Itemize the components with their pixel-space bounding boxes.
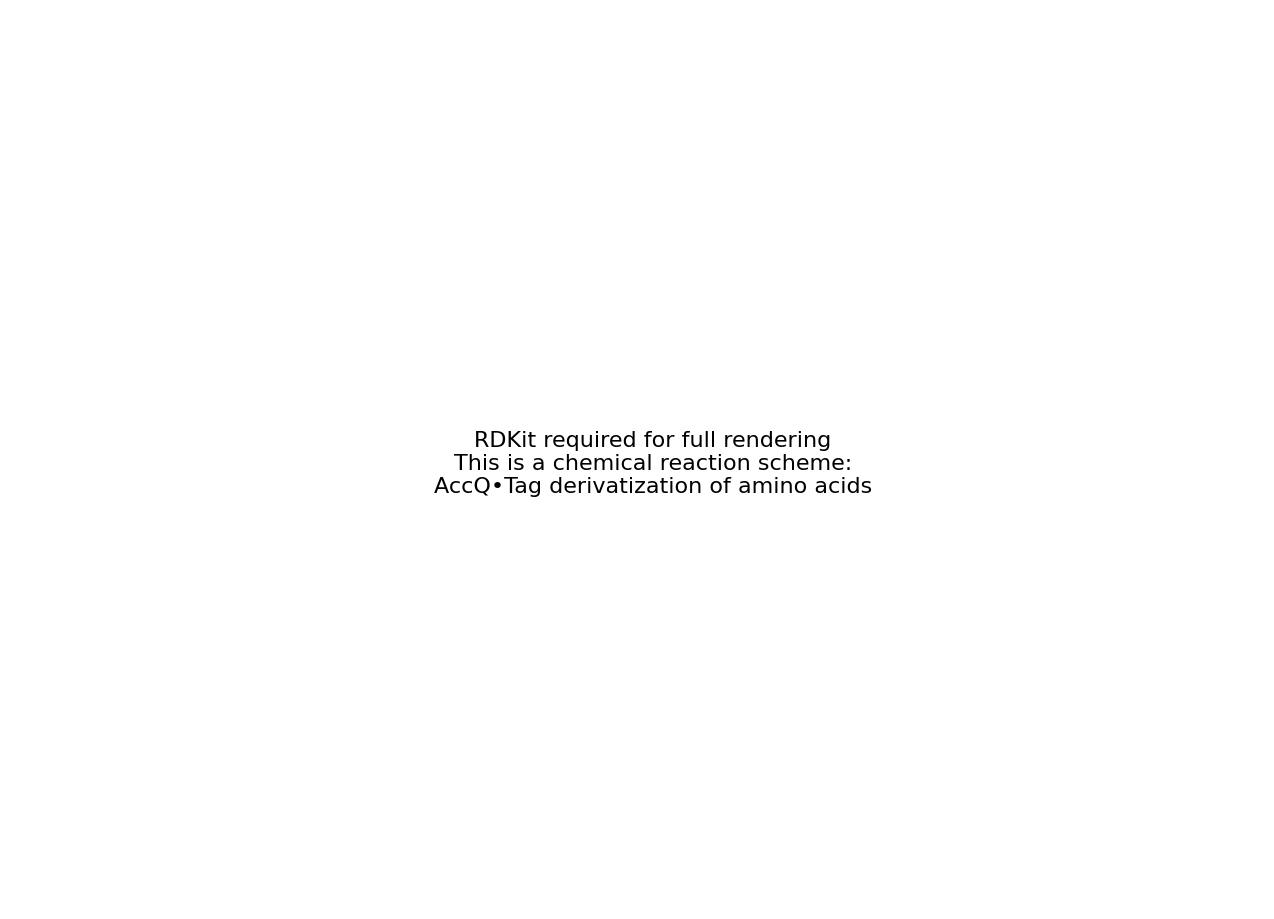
Text: RDKit required for full rendering
This is a chemical reaction scheme:
AccQ•Tag d: RDKit required for full rendering This i… [434, 431, 871, 497]
